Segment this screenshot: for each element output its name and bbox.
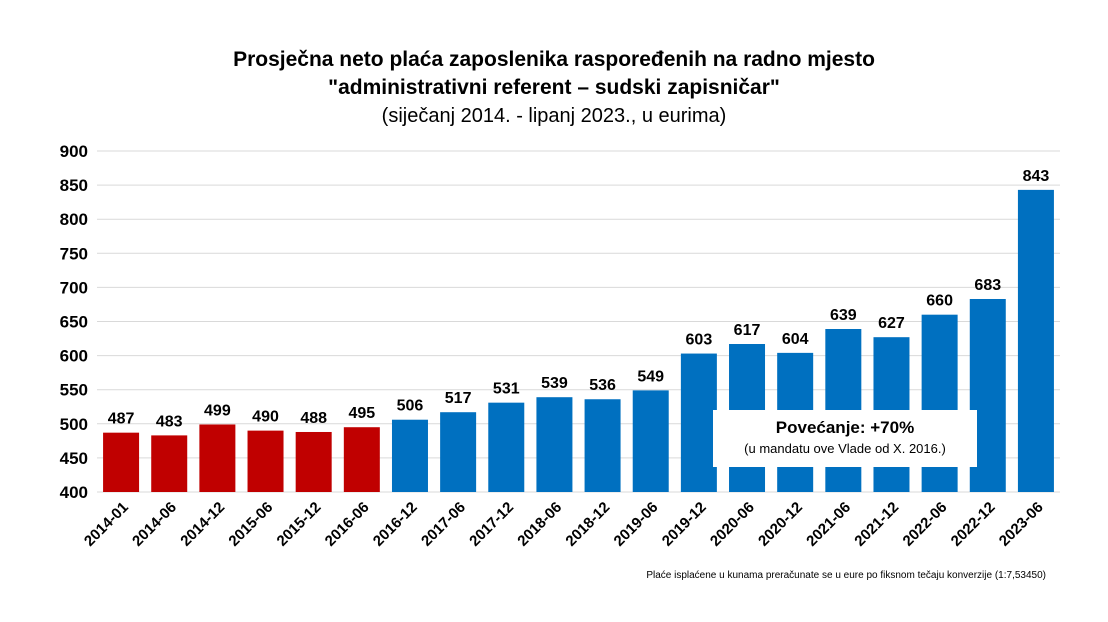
x-tick-label: 2014-01: [81, 499, 132, 550]
bar: [632, 390, 669, 492]
data-label: 843: [1023, 168, 1050, 185]
data-label: 488: [300, 410, 327, 427]
bar: [391, 419, 428, 492]
bar: [247, 430, 284, 492]
y-tick-label: 450: [60, 449, 88, 468]
x-tick-label: 2023-06: [996, 499, 1047, 550]
y-tick-label: 700: [60, 278, 88, 297]
y-tick-label: 850: [60, 176, 88, 195]
bar: [295, 431, 332, 492]
x-tick-label: 2019-12: [659, 499, 710, 550]
data-label: 549: [637, 368, 664, 385]
bar: [680, 353, 717, 492]
data-label: 603: [686, 332, 713, 349]
x-tick-label: 2022-12: [948, 499, 999, 550]
annotation-main-text: Povećanje: +70%: [775, 418, 915, 437]
x-tick-label: 2022-06: [899, 499, 950, 550]
bar: [440, 412, 477, 492]
data-label: 499: [204, 402, 231, 419]
x-tick-label: 2015-12: [274, 499, 325, 550]
y-tick-label: 550: [60, 381, 88, 400]
y-tick-label: 600: [60, 347, 88, 366]
x-tick-label: 2015-06: [225, 499, 276, 550]
data-label: 539: [541, 375, 568, 392]
bar: [536, 397, 573, 492]
chart-title: Prosječna neto plaća zaposlenika raspore…: [233, 48, 875, 71]
chart-subtitle: (siječanj 2014. - lipanj 2023., u eurima…: [381, 105, 727, 127]
bar: [199, 424, 236, 492]
x-tick-label: 2017-06: [418, 499, 469, 550]
data-label: 660: [926, 293, 953, 310]
data-label: 604: [782, 331, 809, 348]
x-tick-label: 2014-06: [129, 499, 180, 550]
bar: [151, 435, 188, 492]
x-tick-label: 2018-12: [562, 499, 613, 550]
x-tick-label: 2019-06: [611, 499, 662, 550]
x-tick-label: 2020-06: [707, 499, 758, 550]
annotation-sub-text: (u mandatu ove Vlade od X. 2016.): [744, 441, 946, 456]
y-tick-label: 500: [60, 415, 88, 434]
bar: [488, 402, 525, 492]
y-tick-label: 650: [60, 313, 88, 332]
y-tick-label: 800: [60, 210, 88, 229]
increase-annotation-box: Povećanje: +70% (u mandatu ove Vlade od …: [713, 410, 977, 467]
data-label: 639: [830, 307, 857, 324]
data-label: 495: [348, 405, 375, 422]
bar: [343, 427, 380, 492]
data-label: 536: [589, 377, 616, 394]
data-label: 617: [734, 322, 761, 339]
data-label: 517: [445, 390, 472, 407]
y-tick-label: 900: [60, 142, 88, 161]
x-tick-label: 2021-12: [851, 499, 902, 550]
data-label: 483: [156, 413, 183, 430]
x-tick-label: 2016-06: [322, 499, 373, 550]
data-label: 490: [252, 409, 279, 426]
x-tick-label: 2021-06: [803, 499, 854, 550]
data-label: 627: [878, 315, 905, 332]
x-tick-label: 2017-12: [466, 499, 517, 550]
x-tick-label: 2018-06: [514, 499, 565, 550]
data-label: 487: [108, 411, 135, 428]
x-tick-label: 2014-12: [177, 499, 228, 550]
data-label: 683: [974, 277, 1001, 294]
y-tick-label: 750: [60, 244, 88, 263]
chart-title-line-2: "administrativni referent – sudski zapis…: [328, 76, 780, 99]
data-label: 531: [493, 381, 520, 398]
footnote: Plaće isplaćene u kunama preračunate se …: [646, 570, 1046, 581]
data-label: 506: [397, 398, 424, 415]
bar: [584, 399, 621, 492]
bar: [1017, 189, 1054, 492]
x-tick-label: 2020-12: [755, 499, 806, 550]
bar: [103, 432, 140, 492]
y-tick-label: 400: [60, 483, 88, 502]
x-tick-label: 2016-12: [370, 499, 421, 550]
